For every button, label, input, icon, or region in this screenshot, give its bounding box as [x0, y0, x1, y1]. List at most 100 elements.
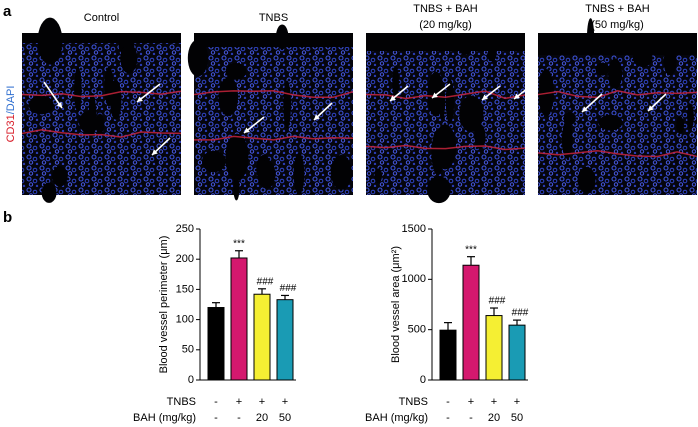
column-title: TNBS + BAH [413, 3, 478, 15]
lumen [293, 152, 305, 195]
lumen [427, 176, 451, 204]
arrow-head [582, 106, 588, 112]
lumen [434, 124, 456, 170]
vessel [21, 129, 182, 138]
lumen [474, 124, 486, 150]
tissue [366, 33, 525, 195]
bar [207, 307, 225, 381]
row-label: BAH (mg/kg) [133, 412, 196, 424]
y-tick-label: 200 [176, 253, 194, 265]
vessel [193, 89, 354, 99]
row-label: BAH (mg/kg) [365, 412, 428, 424]
arrow-head [390, 95, 396, 101]
arrow-head [648, 105, 654, 111]
vessel [537, 90, 698, 99]
row-label: TNBS [399, 396, 428, 408]
stain-label: CD31/DAPI [5, 86, 17, 143]
significance: ### [257, 276, 274, 287]
arrow-head [152, 149, 158, 155]
bar [462, 264, 480, 381]
arrow-head [244, 127, 250, 133]
lumen [95, 113, 105, 135]
dark-band [194, 33, 353, 47]
lumen [459, 95, 484, 133]
lumen [187, 39, 208, 77]
lumen [598, 114, 623, 131]
lumen [218, 77, 239, 117]
significance: *** [233, 238, 245, 249]
bar [276, 299, 294, 381]
column-title: TNBS + BAH [585, 3, 650, 15]
lumen [233, 175, 240, 201]
lumen [225, 133, 249, 181]
lumen [225, 62, 247, 80]
panel-label: a [3, 3, 12, 20]
vessel [193, 135, 354, 141]
y-tick-label: 0 [188, 374, 194, 386]
row-cell: 20 [488, 412, 500, 424]
dark-band [22, 33, 181, 43]
column-title: Control [84, 12, 119, 24]
stain-cd31: CD31 [5, 114, 17, 142]
arrow-head [514, 93, 520, 99]
arrow-head [56, 102, 62, 108]
y-axis-label: Blood vessel perimeter (μm) [158, 236, 170, 374]
lumen [445, 79, 455, 124]
row-cell: - [214, 396, 218, 408]
lumen [120, 43, 138, 74]
row-cell: + [468, 396, 474, 408]
lumen [201, 150, 226, 173]
row-cell: + [236, 396, 242, 408]
lumen [663, 48, 677, 76]
bar [508, 324, 526, 381]
micrograph [365, 33, 533, 204]
row-cell: 20 [256, 412, 268, 424]
significance: ### [280, 283, 297, 294]
y-axis-label: Blood vessel area (μm²) [390, 246, 402, 363]
y-tick-label: 0 [420, 374, 426, 386]
lumen [41, 182, 57, 203]
micrograph [21, 17, 182, 203]
bar [230, 257, 248, 381]
lumen [561, 120, 573, 159]
micrograph [187, 24, 354, 201]
row-cell: - [237, 412, 241, 424]
dark-band [366, 33, 525, 51]
lumen [487, 49, 497, 62]
lumen [374, 168, 383, 183]
y-tick-label: 500 [408, 324, 426, 336]
row-cell: - [214, 412, 218, 424]
y-tick-label: 1000 [402, 273, 426, 285]
vessel [365, 144, 526, 151]
arrow-head [482, 94, 488, 100]
lumen [78, 111, 99, 134]
lumen [257, 159, 276, 189]
y-tick-label: 50 [182, 344, 194, 356]
significance: ### [489, 296, 506, 307]
lumen [330, 154, 352, 190]
column-title: (50 mg/kg) [591, 19, 644, 31]
lumen [676, 116, 685, 135]
vessel [537, 149, 698, 158]
bar [485, 315, 503, 381]
significance: *** [465, 244, 477, 255]
lumen [608, 58, 623, 89]
row-cell: - [446, 396, 450, 408]
lumen [577, 166, 596, 194]
row-cell: + [491, 396, 497, 408]
row-cell: + [514, 396, 520, 408]
column-title: TNBS [259, 12, 288, 24]
row-cell: + [259, 396, 265, 408]
lumen [28, 95, 54, 115]
y-tick-label: 100 [176, 314, 194, 326]
arrow-head [137, 96, 143, 102]
arrow [43, 81, 63, 109]
row-cell: - [446, 412, 450, 424]
arrow-head [432, 92, 438, 98]
micrograph [537, 18, 698, 195]
bar [253, 293, 271, 381]
lumen [74, 67, 82, 113]
vessel [21, 90, 182, 98]
row-cell: 50 [279, 412, 291, 424]
